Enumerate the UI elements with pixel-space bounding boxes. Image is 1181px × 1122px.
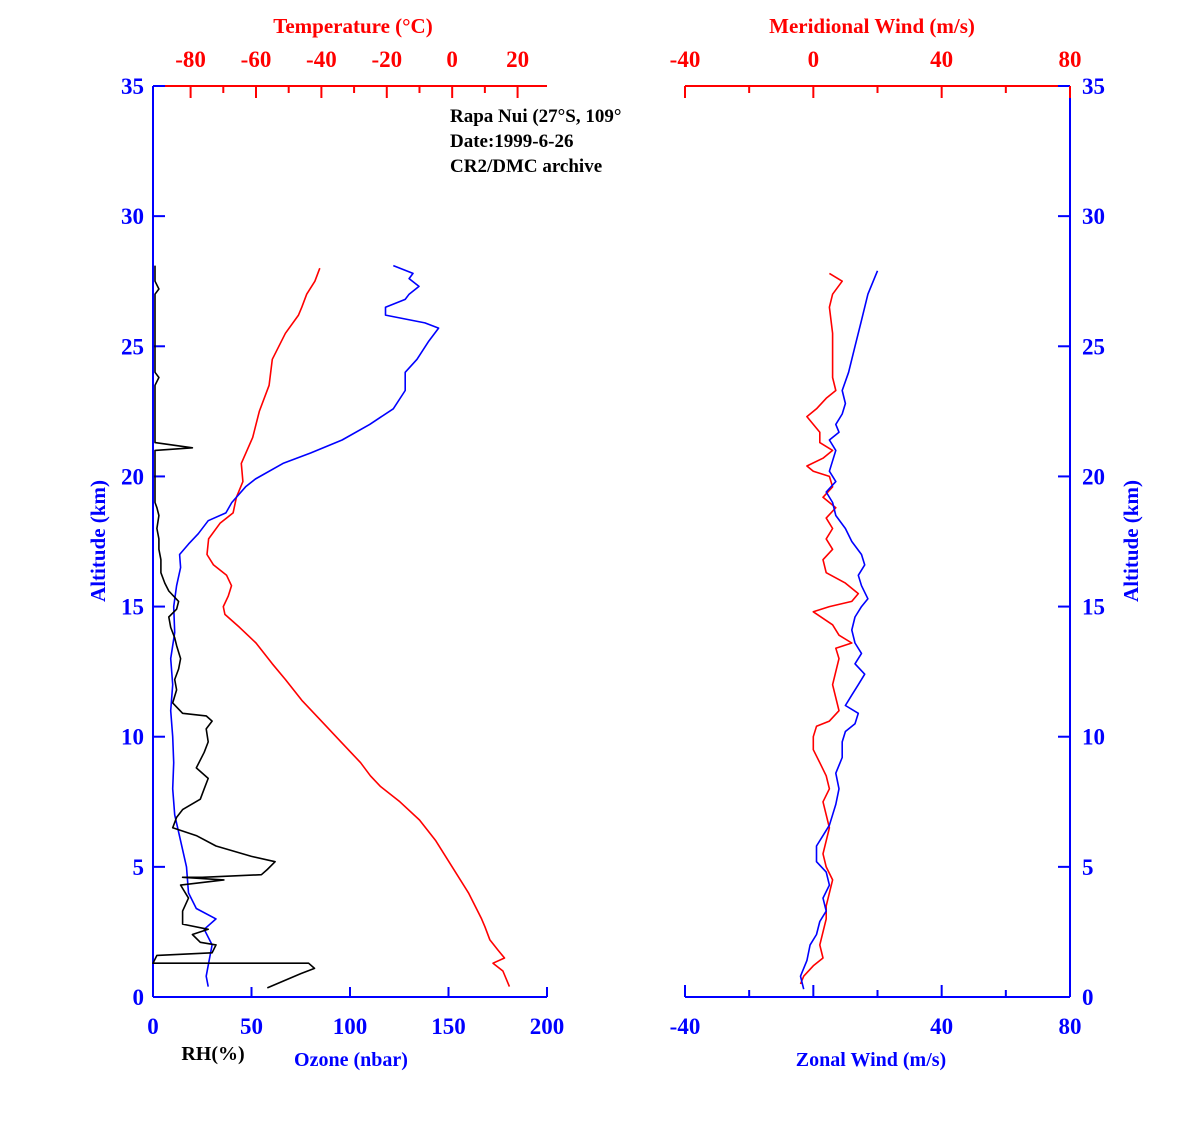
data-archive: CR2/DMC archive: [450, 156, 602, 177]
temperature-tick-label: -80: [175, 47, 206, 72]
bottom-tick-label: 50: [240, 1014, 263, 1039]
zonal-tick-label: -40: [670, 1014, 701, 1039]
meridional-tick-label: 40: [930, 47, 953, 72]
zonal-wind-axis-title: Zonal Wind (m/s): [796, 1049, 946, 1071]
temperature-profile-line: [206, 267, 511, 987]
altitude-tick-label: 25: [121, 334, 144, 359]
meridional-wind-axis-title: Meridional Wind (m/s): [769, 14, 975, 38]
altitude-tick-label: 5: [1082, 855, 1094, 880]
right-altitude-axis-title: Altitude (km): [1119, 480, 1143, 602]
rh-axis-title: RH(%): [181, 1043, 244, 1065]
altitude-tick-label: 0: [1082, 985, 1094, 1010]
altitude-tick-label: 30: [1082, 204, 1105, 229]
altitude-tick-label: 35: [121, 74, 144, 99]
right-panel: 0 5 10 15 20 25 30 35 Altitude (km) -40 40 80 Zonal …: [670, 14, 1143, 1071]
altitude-tick-label: 20: [1082, 464, 1105, 489]
altitude-axis-title: Altitude (km): [86, 480, 110, 602]
altitude-tick-label: 0: [133, 985, 145, 1010]
meridional-tick-label: -40: [670, 47, 701, 72]
temperature-tick-label: -60: [241, 47, 272, 72]
meridional-tick-label: 80: [1059, 47, 1082, 72]
sounding-date: Date:1999-6-26: [450, 131, 573, 152]
altitude-tick-label: 25: [1082, 334, 1105, 359]
temperature-tick-label: -20: [371, 47, 402, 72]
temperature-axis-title: Temperature (°C): [273, 14, 432, 38]
rh-profile-line: [152, 265, 316, 989]
zonal-tick-label: 40: [930, 1014, 953, 1039]
bottom-tick-label: 200: [530, 1014, 565, 1039]
ozone-axis-title: Ozone (nbar): [294, 1049, 408, 1071]
temperature-tick-label: 20: [506, 47, 529, 72]
altitude-tick-label: 20: [121, 464, 144, 489]
ozone-profile-line: [169, 264, 440, 987]
station-title: Rapa Nui (27°S, 109°: [450, 106, 621, 127]
meridional-tick-label: 0: [808, 47, 820, 72]
altitude-tick-label: 5: [133, 855, 145, 880]
altitude-tick-label: 10: [1082, 725, 1105, 750]
station-info: Rapa Nui (27°S, 109° Date:1999-6-26 CR2/…: [450, 106, 621, 177]
altitude-tick-label: 30: [121, 204, 144, 229]
bottom-tick-label: 150: [431, 1014, 466, 1039]
zonal-wind-profile-line: [799, 270, 879, 990]
temperature-tick-label: 0: [446, 47, 458, 72]
altitude-tick-label: 15: [1082, 595, 1105, 620]
meridional-wind-profile-line: [799, 272, 860, 985]
temperature-tick-label: -40: [306, 47, 337, 72]
altitude-tick-label: 10: [121, 725, 144, 750]
bottom-tick-label: 100: [333, 1014, 368, 1039]
altitude-tick-label: 15: [121, 595, 144, 620]
zonal-tick-label: 80: [1059, 1014, 1082, 1039]
altitude-tick-label: 35: [1082, 74, 1105, 99]
bottom-tick-label: 0: [147, 1014, 159, 1039]
